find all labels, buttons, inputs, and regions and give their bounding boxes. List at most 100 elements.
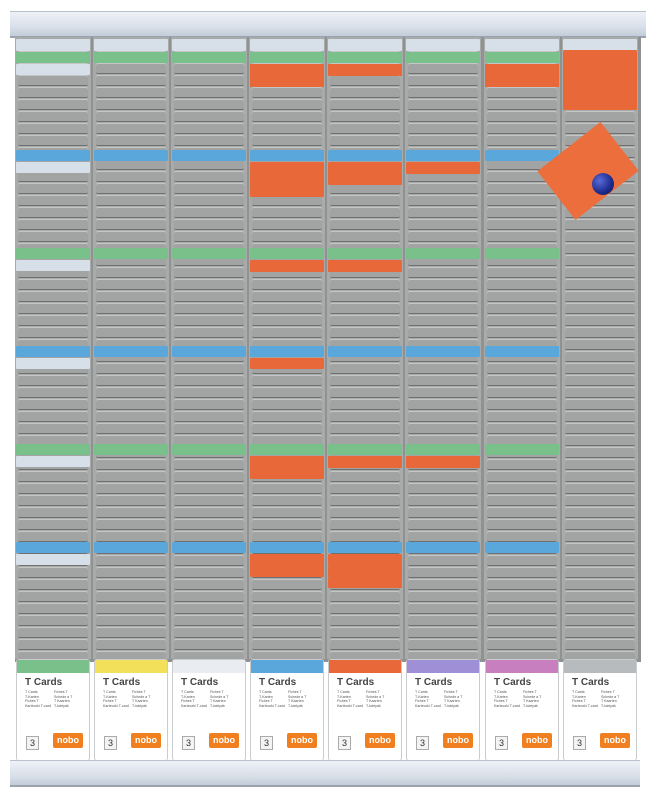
card-slot[interactable] <box>252 219 322 230</box>
card-slot[interactable] <box>96 99 166 110</box>
card-slot[interactable] <box>18 579 88 590</box>
white-t-card[interactable] <box>16 260 90 271</box>
card-slot[interactable] <box>330 423 400 434</box>
card-slot[interactable] <box>565 279 635 290</box>
card-slot[interactable] <box>252 291 322 302</box>
card-slot[interactable] <box>565 471 635 482</box>
card-slot[interactable] <box>487 387 557 398</box>
card-slot[interactable] <box>330 111 400 122</box>
white-t-card[interactable] <box>16 456 90 467</box>
divider-card[interactable] <box>485 542 559 553</box>
divider-card[interactable] <box>406 444 480 455</box>
card-slot[interactable] <box>565 291 635 302</box>
card-slot[interactable] <box>408 423 478 434</box>
card-slot[interactable] <box>330 279 400 290</box>
orange-t-card[interactable] <box>328 260 402 272</box>
card-slot[interactable] <box>18 75 88 86</box>
card-slot[interactable] <box>565 579 635 590</box>
card-slot[interactable] <box>487 591 557 602</box>
card-slot[interactable] <box>330 471 400 482</box>
card-slot[interactable] <box>96 303 166 314</box>
card-slot[interactable] <box>330 387 400 398</box>
card-slot[interactable] <box>330 183 400 194</box>
divider-card[interactable] <box>406 52 480 63</box>
card-slot[interactable] <box>252 279 322 290</box>
card-slot[interactable] <box>408 63 478 74</box>
orange-t-card[interactable] <box>250 162 324 174</box>
white-t-card[interactable] <box>16 358 90 369</box>
card-slot[interactable] <box>18 519 88 530</box>
t-card-pocket[interactable]: T Cards T Cards Fiches T T-Karten Schede a … <box>173 660 245 760</box>
card-slot[interactable] <box>174 75 244 86</box>
card-slot[interactable] <box>174 471 244 482</box>
card-slot[interactable] <box>487 483 557 494</box>
card-slot[interactable] <box>487 579 557 590</box>
card-slot[interactable] <box>487 423 557 434</box>
card-slot[interactable] <box>408 99 478 110</box>
card-slot[interactable] <box>408 639 478 650</box>
card-slot[interactable] <box>252 507 322 518</box>
card-slot[interactable] <box>174 639 244 650</box>
card-slot[interactable] <box>96 291 166 302</box>
card-slot[interactable] <box>408 183 478 194</box>
card-slot[interactable] <box>96 183 166 194</box>
divider-card[interactable] <box>485 150 559 161</box>
card-slot[interactable] <box>18 327 88 338</box>
orange-t-card[interactable] <box>250 174 324 186</box>
card-slot[interactable] <box>252 639 322 650</box>
card-slot[interactable] <box>487 231 557 242</box>
divider-card[interactable] <box>94 52 168 63</box>
card-slot[interactable] <box>408 519 478 530</box>
card-slot[interactable] <box>252 111 322 122</box>
blue-magnet-icon[interactable] <box>592 173 614 195</box>
card-slot[interactable] <box>487 615 557 626</box>
card-slot[interactable] <box>565 519 635 530</box>
card-slot[interactable] <box>96 267 166 278</box>
card-slot[interactable] <box>487 363 557 374</box>
card-slot[interactable] <box>408 483 478 494</box>
card-slot[interactable] <box>408 531 478 542</box>
card-slot[interactable] <box>565 603 635 614</box>
divider-card[interactable] <box>250 542 324 553</box>
card-slot[interactable] <box>408 603 478 614</box>
card-slot[interactable] <box>487 531 557 542</box>
card-slot[interactable] <box>252 495 322 506</box>
card-slot[interactable] <box>330 603 400 614</box>
t-card-pocket[interactable]: T Cards T Cards Fiches T T-Karten Schede a … <box>17 660 89 760</box>
card-slot[interactable] <box>487 267 557 278</box>
card-slot[interactable] <box>96 603 166 614</box>
card-slot[interactable] <box>487 99 557 110</box>
card-slot[interactable] <box>408 555 478 566</box>
card-slot[interactable] <box>18 375 88 386</box>
card-slot[interactable] <box>174 411 244 422</box>
card-slot[interactable] <box>330 291 400 302</box>
card-slot[interactable] <box>408 279 478 290</box>
divider-card[interactable] <box>328 52 402 63</box>
card-slot[interactable] <box>487 327 557 338</box>
card-slot[interactable] <box>330 615 400 626</box>
card-slot[interactable] <box>565 567 635 578</box>
card-slot[interactable] <box>174 423 244 434</box>
card-slot[interactable] <box>487 255 557 266</box>
card-slot[interactable] <box>330 99 400 110</box>
card-slot[interactable] <box>174 303 244 314</box>
card-slot[interactable] <box>408 171 478 182</box>
orange-t-card[interactable] <box>250 260 324 272</box>
divider-card[interactable] <box>16 542 90 553</box>
card-slot[interactable] <box>252 423 322 434</box>
card-slot[interactable] <box>96 567 166 578</box>
card-slot[interactable] <box>408 195 478 206</box>
card-slot[interactable] <box>487 291 557 302</box>
white-t-card[interactable] <box>16 554 90 565</box>
card-slot[interactable] <box>174 363 244 374</box>
card-slot[interactable] <box>330 135 400 146</box>
card-slot[interactable] <box>18 183 88 194</box>
card-slot[interactable] <box>252 411 322 422</box>
card-slot[interactable] <box>18 615 88 626</box>
card-slot[interactable] <box>487 555 557 566</box>
card-slot[interactable] <box>252 603 322 614</box>
card-slot[interactable] <box>330 231 400 242</box>
card-slot[interactable] <box>408 615 478 626</box>
card-slot[interactable] <box>96 123 166 134</box>
card-slot[interactable] <box>565 483 635 494</box>
